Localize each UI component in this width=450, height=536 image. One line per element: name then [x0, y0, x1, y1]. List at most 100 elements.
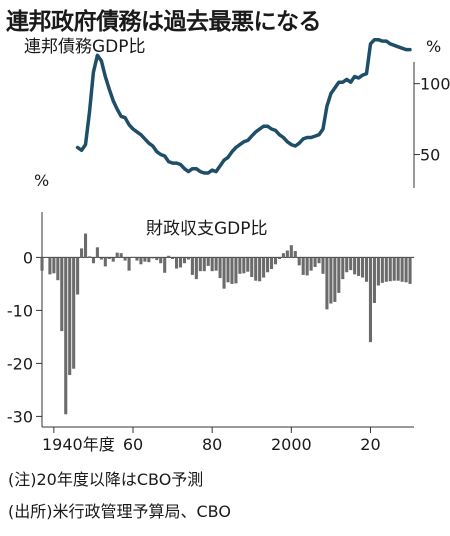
balance-bar [293, 251, 297, 258]
balance-bar [258, 257, 262, 282]
debt-y-axis: 50 100 [413, 62, 450, 188]
balance-bar [175, 257, 179, 269]
balance-bar [345, 257, 349, 273]
balance-bar [119, 253, 123, 258]
debt-tick-label: 100 [420, 75, 450, 94]
balance-bar [289, 245, 293, 258]
balance-y-tick-label: 0 [23, 248, 33, 267]
balance-bar [107, 257, 111, 259]
balance-bar [226, 257, 230, 283]
balance-bar [254, 257, 258, 281]
balance-bar [147, 257, 151, 263]
balance-bar [143, 257, 147, 262]
balance-bar [48, 257, 52, 275]
balance-bar [281, 253, 285, 258]
balance-bar [151, 257, 155, 259]
balance-bar [72, 257, 76, 369]
balance-bar [40, 257, 44, 271]
balance-bar [44, 257, 48, 258]
balance-bar [206, 257, 210, 266]
source-note: (出所)米行政管理予算局、CBO [8, 502, 231, 521]
balance-chart-title: 財政収支GDP比 [146, 219, 268, 239]
balance-bar [376, 257, 380, 286]
balance-bar [194, 257, 198, 280]
balance-bar [368, 257, 373, 343]
balance-bar [210, 257, 214, 272]
balance-unit-label: % [34, 171, 49, 190]
balance-bar [329, 257, 333, 304]
balance-bar [242, 257, 246, 274]
balance-bar [364, 257, 369, 282]
balance-bar [167, 255, 171, 258]
balance-bar [277, 257, 281, 259]
balance-bar [64, 257, 68, 415]
balance-bar [99, 257, 103, 260]
balance-bar [190, 257, 194, 275]
balance-bar [325, 257, 329, 310]
headline: 連邦政府債務は過去最悪になる [6, 9, 322, 35]
debt-chart-title: 連邦債務GDP比 [24, 37, 146, 57]
balance-bar [155, 257, 159, 261]
balance-bar [91, 257, 95, 264]
balance-bar [76, 257, 80, 295]
balance-y-tick-label: -30 [7, 407, 33, 426]
balance-bar [396, 257, 400, 281]
balance-y-tick-label: -10 [7, 301, 33, 320]
balance-bar [80, 248, 84, 258]
balance-bar [87, 256, 92, 258]
balance-bar [266, 257, 270, 273]
balance-bar [95, 247, 99, 258]
balance-bar [380, 257, 384, 283]
balance-bar [103, 257, 107, 267]
balance-bar [68, 257, 72, 376]
balance-bar [202, 257, 206, 272]
balance-bar [400, 257, 404, 282]
balance-bar [309, 257, 313, 271]
balance-bar [111, 257, 115, 262]
balance-bar [186, 257, 190, 260]
balance-bar [230, 257, 234, 284]
balance-y-tick-label: -20 [7, 354, 33, 373]
balance-bar [139, 257, 143, 265]
balance-bar [123, 257, 127, 261]
balance-bar [178, 257, 183, 268]
balance-bar [301, 257, 305, 275]
balance-bar [234, 257, 238, 284]
balance-bar [337, 257, 341, 293]
balance-bar [372, 257, 376, 303]
debt-tick-label: 50 [420, 146, 440, 165]
balance-bar [131, 256, 135, 258]
balance-bar [127, 257, 131, 271]
balance-bar [404, 257, 408, 283]
forecast-note: (注)20年度以降はCBO予測 [8, 470, 204, 489]
balance-bar [52, 257, 56, 274]
balance-bar [392, 257, 396, 281]
balance-bar [250, 257, 254, 278]
balance-x-tick-label: 2000 [271, 435, 312, 454]
balance-bar [353, 257, 357, 275]
balance-bar [317, 257, 321, 264]
balance-bar [361, 257, 365, 278]
balance-bar [357, 257, 361, 276]
balance-bar [83, 233, 88, 258]
balance-bar [341, 257, 345, 280]
balance-bar [163, 257, 167, 273]
balance-axes: 0 -10 -20 -30 [7, 212, 414, 428]
balance-bar [159, 257, 163, 264]
balance-bar [384, 257, 388, 282]
balance-bar [305, 257, 309, 276]
balance-bar [214, 257, 218, 271]
balance-bars [40, 233, 412, 415]
balance-x-tick-label: 60 [123, 435, 143, 454]
debt-unit-label: % [426, 37, 441, 56]
balance-bar [135, 257, 139, 261]
balance-bar [262, 257, 266, 278]
balance-bar [349, 257, 353, 271]
balance-bar [388, 257, 392, 282]
balance-bar [115, 252, 119, 258]
balance-x-tick-label: 80 [202, 435, 222, 454]
balance-x-tick-label: 20 [360, 435, 380, 454]
balance-bar [408, 257, 412, 284]
balance-bar [297, 257, 301, 266]
